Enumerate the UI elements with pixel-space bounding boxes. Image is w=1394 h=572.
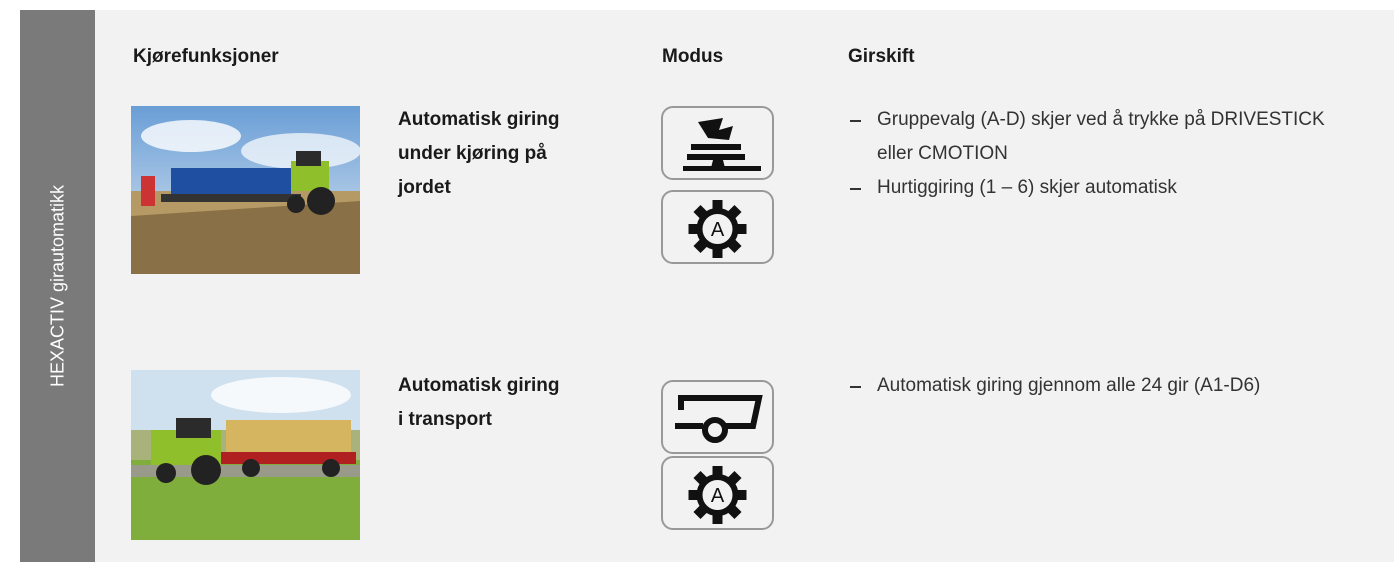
- row-title: Automatisk giring i transport: [398, 369, 560, 437]
- bullet-dash: [850, 386, 861, 388]
- title-line: i transport: [398, 409, 492, 430]
- row-title: Automatisk giring under kjøring på jordet: [398, 103, 560, 205]
- mode-icon-gear: A: [661, 456, 774, 530]
- gear-tooth: [712, 466, 723, 476]
- gear-tooth: [688, 490, 699, 500]
- header-function: Kjørefunksjoner: [133, 46, 279, 67]
- bullet-list: Gruppevalg (A-D) skjer ved å trykke på D…: [848, 103, 1348, 205]
- header-mode: Modus: [662, 46, 724, 67]
- bullet-item: Gruppevalg (A-D) skjer ved å trykke på D…: [848, 103, 1347, 171]
- gear-tooth: [712, 248, 723, 258]
- gear-label: A: [711, 219, 725, 241]
- mode-icon-gear: A: [661, 190, 774, 264]
- gear-tooth: [712, 514, 723, 524]
- gear-symbol: A: [688, 466, 747, 524]
- title-line: jordet: [398, 177, 451, 198]
- plough-symbol: [683, 118, 761, 171]
- title-line: Automatisk giring: [398, 109, 560, 130]
- title-line: Automatisk giring: [398, 375, 560, 396]
- mode-icon-trailer: [661, 380, 774, 454]
- photo-transport: [131, 370, 360, 540]
- gear-tooth: [712, 200, 723, 210]
- gear-symbol: A: [688, 200, 747, 258]
- gear-tooth: [736, 490, 747, 500]
- gear-label: A: [711, 485, 725, 507]
- bullet-dash: [850, 188, 861, 190]
- bullet-text: Hurtiggiring (1 – 6) skjer automatisk: [877, 177, 1177, 198]
- bullet-item: Hurtiggiring (1 – 6) skjer automatisk: [848, 171, 1347, 205]
- bullet-list: Automatisk giring gjennom alle 24 gir (A…: [848, 369, 1348, 403]
- bullet-text: Automatisk giring gjennom alle 24 gir (A…: [877, 375, 1261, 396]
- header-shift: Girskift: [848, 46, 915, 67]
- bullet-dash: [850, 120, 861, 122]
- gear-tooth: [688, 224, 699, 234]
- title-line: under kjøring på: [398, 143, 547, 164]
- bullet-item: Automatisk giring gjennom alle 24 gir (A…: [848, 369, 1347, 403]
- bullet-text: Gruppevalg (A-D) skjer ved å trykke på D…: [877, 109, 1325, 164]
- trailer-symbol: [675, 395, 763, 443]
- side-label: HEXACTIV girautomatikk: [47, 184, 67, 388]
- gear-tooth: [736, 224, 747, 234]
- side-bar: HEXACTIV girautomatikk: [20, 10, 95, 562]
- mode-icon-plough: [661, 106, 774, 180]
- photo-field: [131, 106, 360, 274]
